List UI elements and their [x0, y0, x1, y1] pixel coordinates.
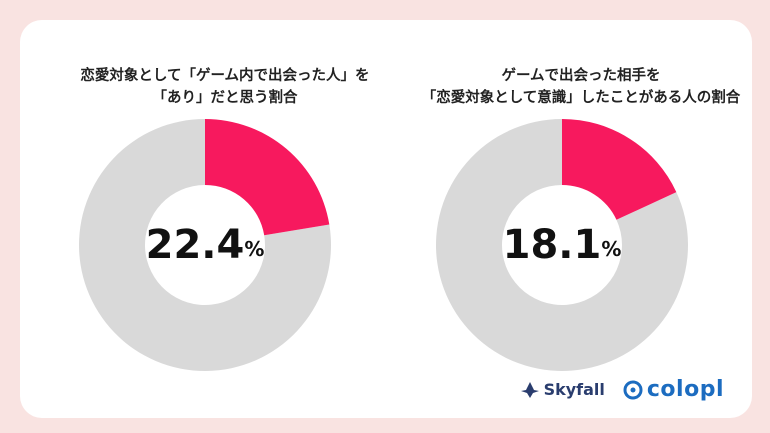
- donut-chart-1: 22.4%: [79, 119, 331, 371]
- chart-2-title: ゲームで出会った相手を 「恋愛対象として意識」したことがある人の割合: [416, 65, 746, 109]
- chart-1-title-line-1: 恋愛対象として「ゲーム内で出会った人」を: [80, 68, 370, 84]
- colopl-text: colopl: [646, 377, 724, 402]
- donut-1-rest-slice: [79, 119, 331, 371]
- skyfall-logo: Skyfall: [520, 380, 605, 399]
- donut-2-value: 18.1: [503, 222, 602, 268]
- skyfall-mark-icon: [520, 381, 539, 398]
- donut-2-highlight-slice: [562, 119, 677, 220]
- donut-1-unit: %: [244, 237, 264, 261]
- donut-chart-2: 18.1%: [436, 119, 688, 371]
- chart-1-title-line-2: 「あり」だと思う割合: [152, 90, 298, 106]
- donut-2-rest-slice: [436, 119, 688, 371]
- donut-1-highlight-slice: [205, 119, 330, 236]
- chart-card: 恋愛対象として「ゲーム内で出会った人」を 「あり」だと思う割合 ゲームで出会った…: [20, 20, 752, 418]
- donut-2-value-label: 18.1%: [503, 222, 622, 268]
- donut-2-unit: %: [601, 237, 621, 261]
- skyfall-text: Skyfall: [543, 380, 605, 399]
- donut-1-value-label: 22.4%: [146, 222, 265, 268]
- chart-2-title-line-1: ゲームで出会った相手を: [501, 68, 661, 84]
- donut-1-value: 22.4: [146, 222, 245, 268]
- colopl-mark-icon: [623, 380, 643, 399]
- chart-1-title: 恋愛対象として「ゲーム内で出会った人」を 「あり」だと思う割合: [60, 65, 390, 109]
- chart-2-title-line-2: 「恋愛対象として意識」したことがある人の割合: [421, 90, 741, 106]
- colopl-logo: colopl: [623, 377, 724, 402]
- logos: Skyfall colopl: [520, 377, 724, 402]
